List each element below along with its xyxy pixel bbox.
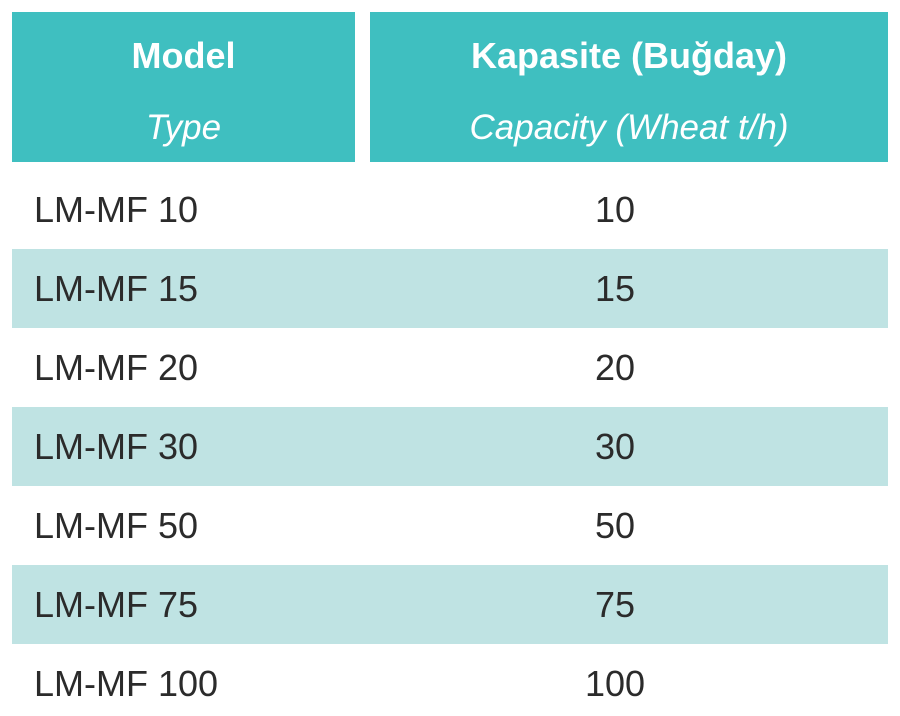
table-row: LM-MF 15 15 (12, 249, 888, 328)
header-model: Model Type (12, 12, 355, 162)
header-capacity-subtitle: Capacity (Wheat t/h) (469, 108, 789, 147)
model-cell: LM-MF 50 (34, 505, 199, 546)
capacity-cell: 30 (594, 426, 636, 467)
model-cell: LM-MF 75 (34, 584, 199, 625)
capacity-cell: 10 (594, 189, 636, 230)
model-cell: LM-MF 10 (34, 189, 199, 230)
table-row: LM-MF 100 100 (12, 644, 888, 716)
table-row: LM-MF 75 75 (12, 565, 888, 644)
model-cell: LM-MF 100 (34, 663, 219, 704)
capacity-cell: 75 (594, 584, 636, 625)
table-row: LM-MF 50 50 (12, 486, 888, 565)
table-row: LM-MF 30 30 (12, 407, 888, 486)
model-cell: LM-MF 20 (34, 347, 199, 388)
header-capacity-title: Kapasite (Buğday) (470, 35, 788, 76)
table-row: LM-MF 10 10 (12, 170, 888, 249)
capacity-cell: 100 (584, 663, 646, 704)
table-row: LM-MF 20 20 (12, 328, 888, 407)
table-body: LM-MF 10 10 LM-MF 15 15 LM-MF 20 20 LM-M… (12, 170, 888, 716)
header-capacity: Kapasite (Buğday) Capacity (Wheat t/h) (370, 12, 888, 162)
model-cell: LM-MF 15 (34, 268, 199, 309)
capacity-cell: 50 (594, 505, 636, 546)
model-cell: LM-MF 30 (34, 426, 199, 467)
capacity-cell: 20 (594, 347, 636, 388)
header-model-title: Model (131, 35, 236, 76)
header-model-subtitle: Type (145, 108, 222, 147)
capacity-cell: 15 (594, 268, 636, 309)
